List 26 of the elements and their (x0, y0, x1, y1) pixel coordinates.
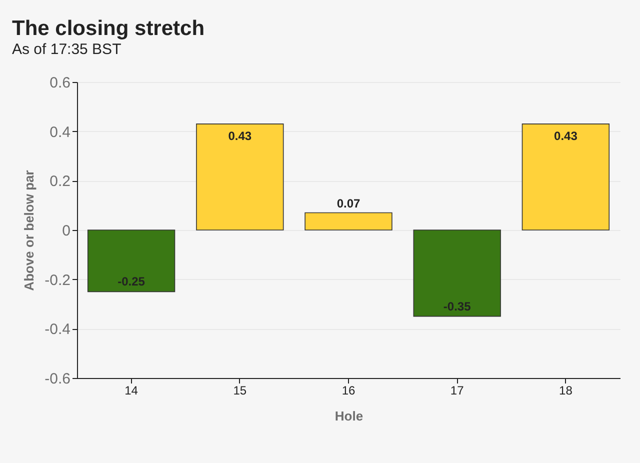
y-tick-label: -0.6 (44, 370, 70, 388)
chart-subtitle: As of 17:35 BST (12, 41, 122, 58)
bar (413, 230, 501, 317)
data-label: 0.43 (228, 128, 252, 143)
y-tick-label: -0.2 (44, 272, 70, 289)
y-tick-label: -0.4 (44, 321, 70, 338)
data-label: 0.43 (554, 128, 578, 143)
y-tick-label: 0 (62, 222, 70, 240)
data-label: 0.07 (336, 196, 360, 211)
x-tick-label: 18 (559, 384, 573, 398)
y-tick-label: 0.6 (50, 74, 70, 92)
y-axis-title: Above or below par (22, 170, 37, 291)
bar (522, 124, 610, 230)
data-label: -0.25 (118, 274, 146, 289)
x-axis-title: Hole (334, 408, 364, 424)
data-label: -0.35 (443, 299, 472, 314)
x-tick-label: 17 (450, 384, 464, 398)
bar (87, 230, 176, 292)
x-tick-label: 14 (124, 384, 138, 398)
chart-title: The closing stretch (12, 17, 205, 40)
x-tick-label: 16 (342, 384, 356, 398)
bar (196, 124, 284, 230)
x-tick-label: 15 (233, 384, 247, 398)
y-tick-label: 0.4 (50, 124, 70, 141)
y-tick-label: 0.2 (50, 173, 70, 190)
bar (304, 212, 392, 230)
